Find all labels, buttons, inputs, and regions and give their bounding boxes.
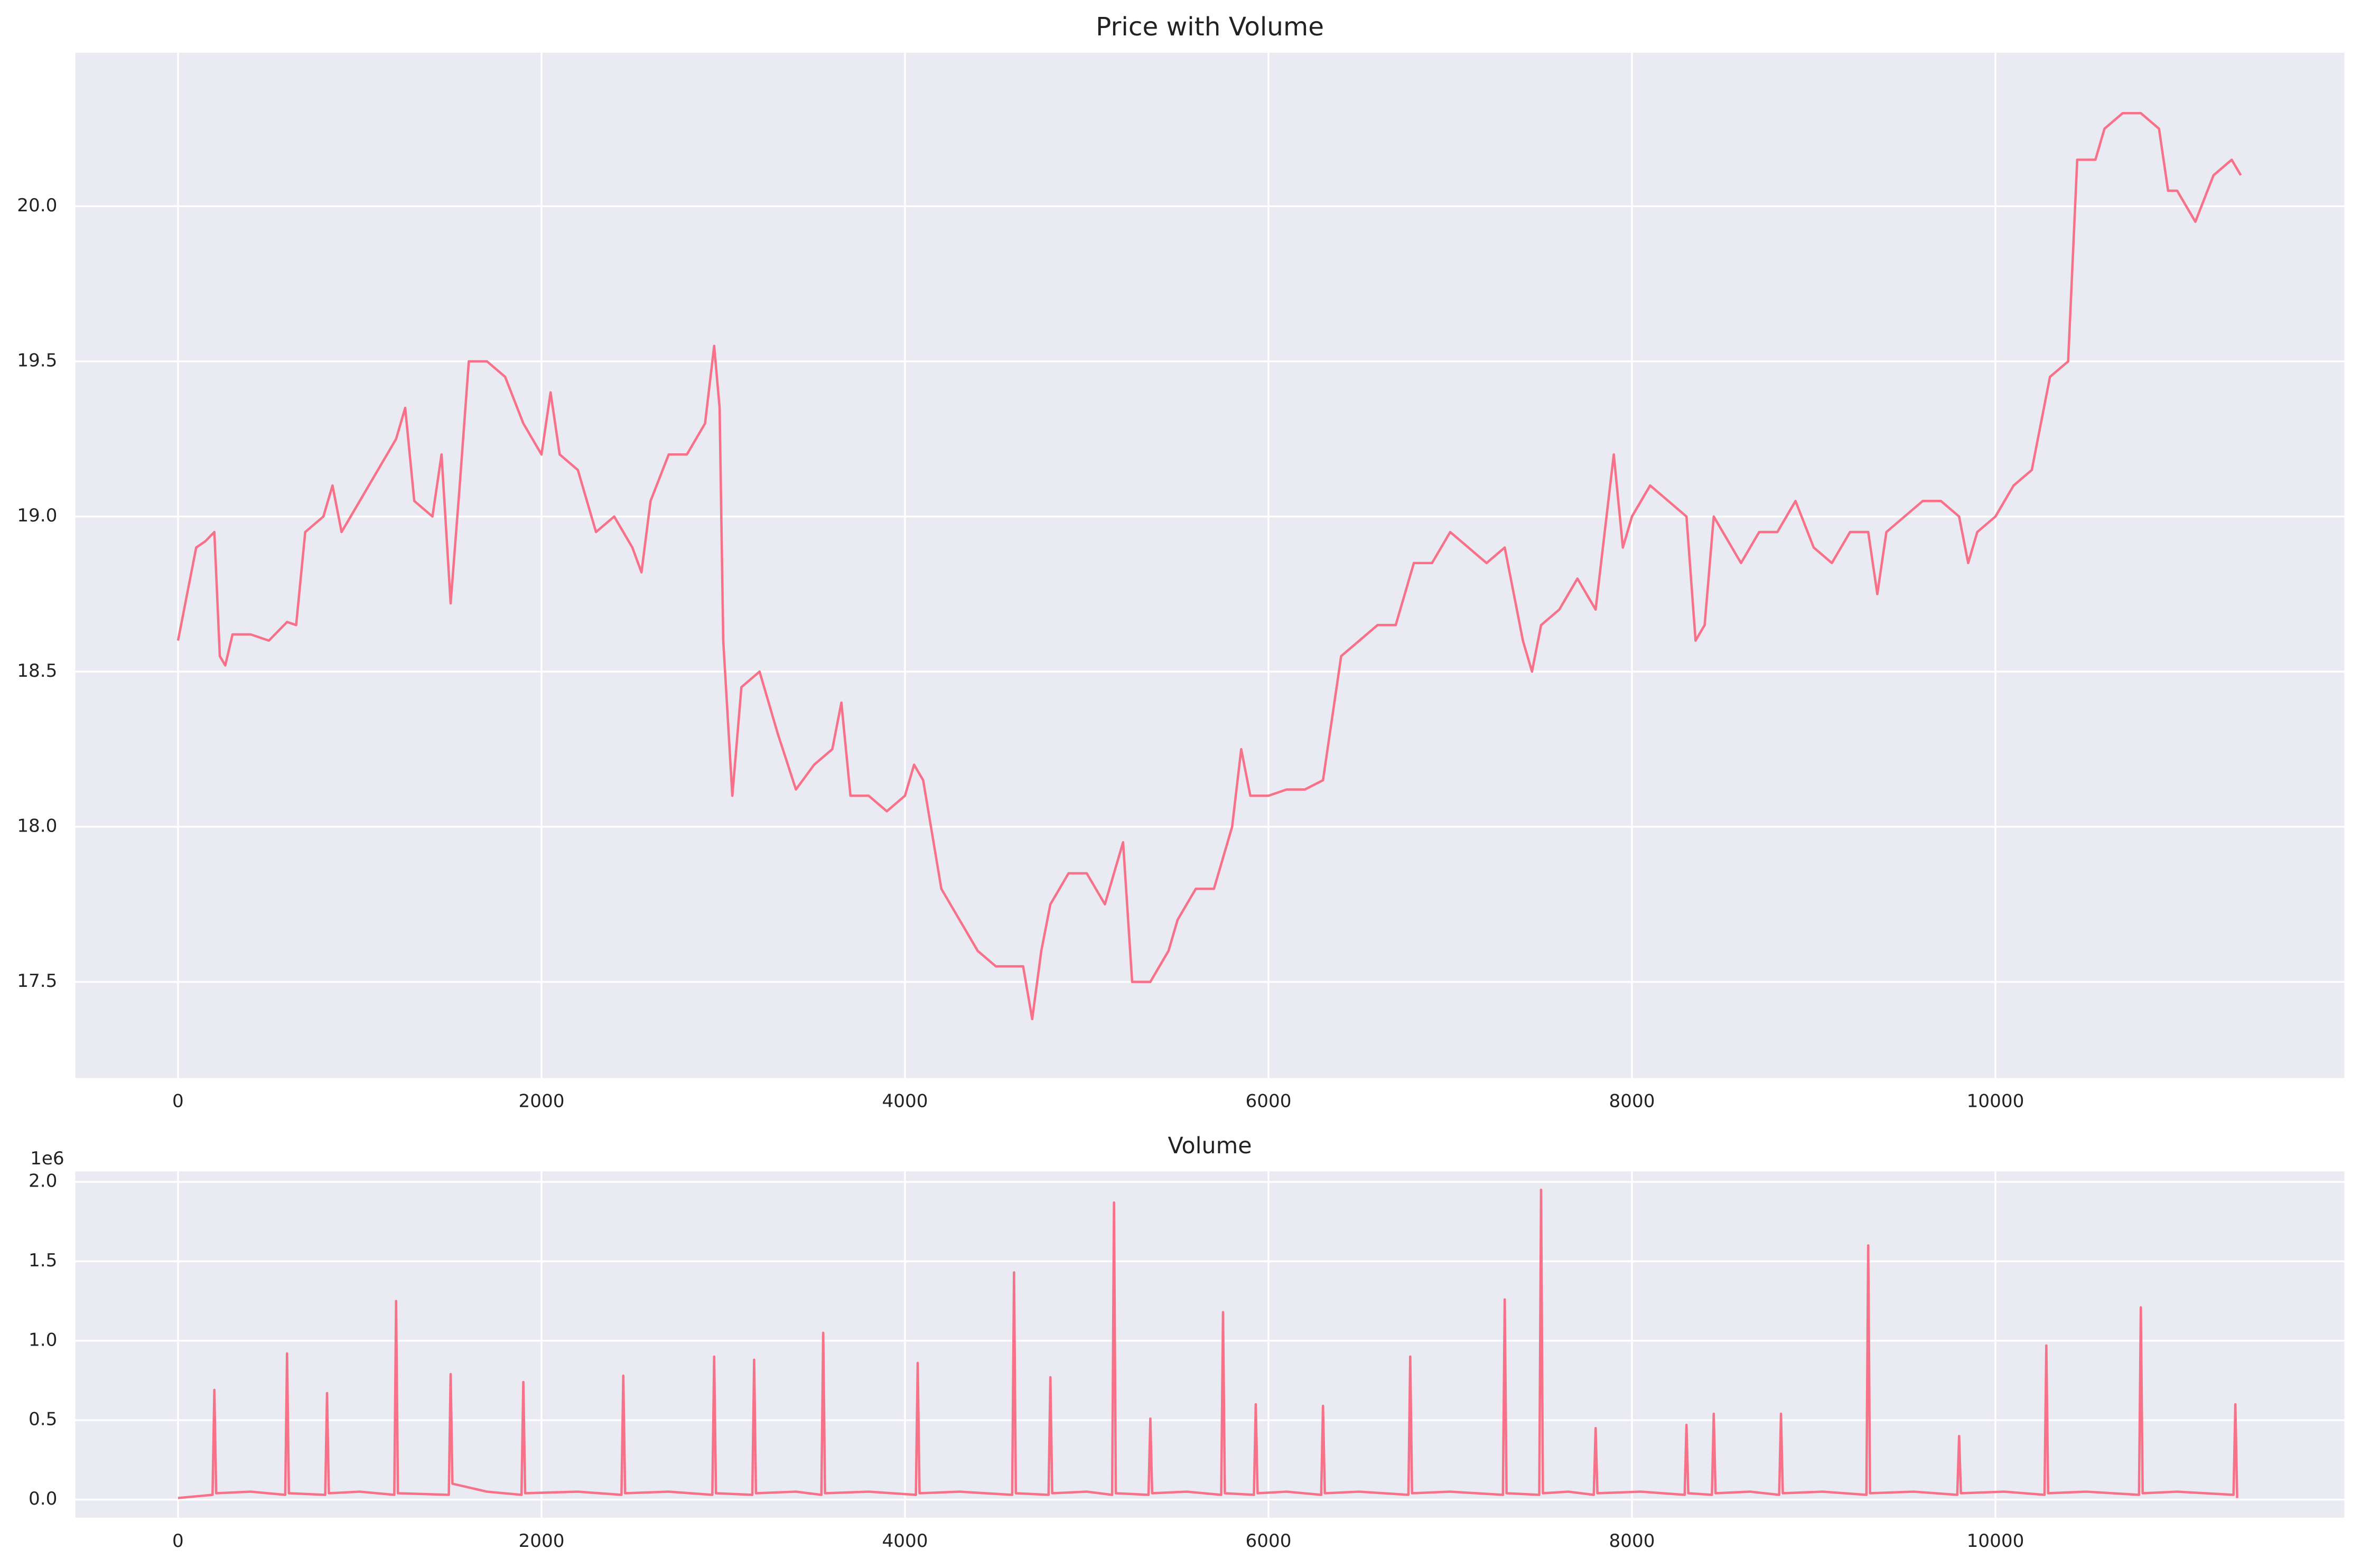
x-tick-label: 6000 <box>1246 1091 1292 1112</box>
y-tick-label: 0.5 <box>29 1409 57 1430</box>
y-tick-label: 18.5 <box>17 660 57 682</box>
offset-label: 1e6 <box>30 1148 64 1169</box>
plot-area <box>75 1171 2345 1518</box>
y-tick-label: 1.5 <box>29 1250 57 1271</box>
x-tick-label: 4000 <box>882 1530 928 1552</box>
chart-title: Volume <box>1168 1133 1252 1159</box>
price-line <box>176 111 2242 1021</box>
x-tick-label: 4000 <box>882 1091 928 1112</box>
x-tick-label: 10000 <box>1967 1530 2024 1552</box>
price-line <box>178 1188 2238 1499</box>
x-tick-label: 8000 <box>1609 1530 1655 1552</box>
x-tick-label: 6000 <box>1246 1530 1292 1552</box>
y-tick-label: 0.0 <box>29 1488 57 1509</box>
x-tick-label: 0 <box>172 1530 184 1552</box>
y-tick-label: 19.0 <box>17 505 57 526</box>
x-tick-label: 0 <box>172 1091 184 1112</box>
y-tick-label: 1.0 <box>29 1329 57 1350</box>
chart-title: Price with Volume <box>1096 12 1324 42</box>
x-tick-label: 10000 <box>1967 1091 2024 1112</box>
x-tick-label: 8000 <box>1609 1091 1655 1112</box>
y-tick-label: 18.0 <box>17 815 57 836</box>
y-tick-label: 17.5 <box>17 970 57 992</box>
x-tick-label: 2000 <box>518 1091 564 1112</box>
y-tick-label: 20.0 <box>17 195 57 216</box>
y-tick-label: 19.5 <box>17 350 57 371</box>
x-tick-label: 2000 <box>518 1530 564 1552</box>
y-tick-label: 2.0 <box>29 1171 57 1192</box>
